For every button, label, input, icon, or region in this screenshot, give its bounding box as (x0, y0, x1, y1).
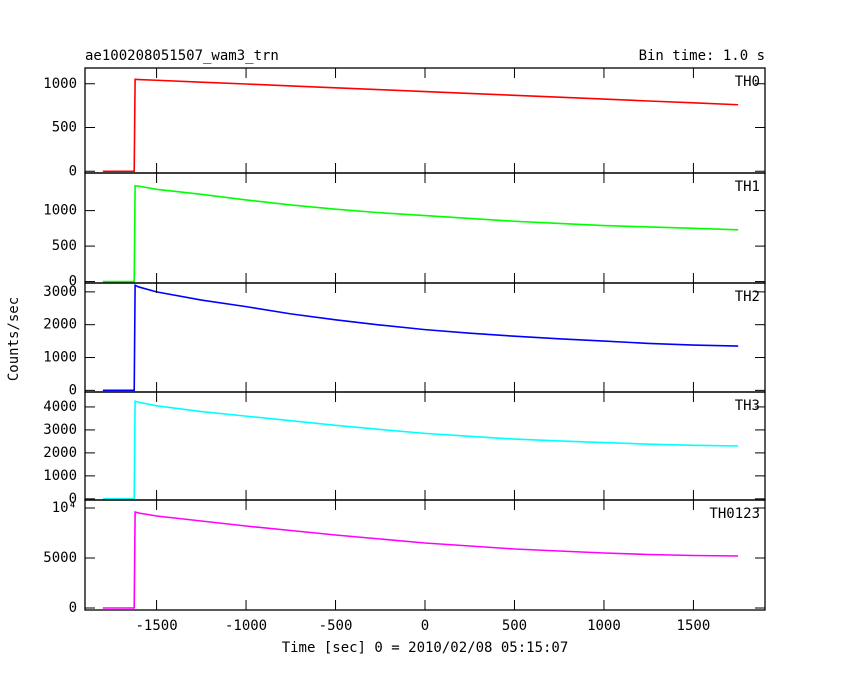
y-tick-label: 0 (69, 163, 77, 179)
y-tick-label: 1000 (43, 76, 77, 92)
panel-frame (84, 391, 766, 501)
data-line (102, 400, 739, 500)
data-line (102, 78, 739, 173)
x-axis-label: Time [sec] 0 = 2010/02/08 05:15:07 (282, 640, 569, 656)
series-label: TH0123 (709, 506, 760, 522)
data-line (102, 510, 739, 609)
x-tick-label: 500 (502, 618, 527, 634)
y-tick-label: 2000 (43, 445, 77, 461)
y-tick-label: 0 (69, 274, 77, 290)
panel-frame (84, 282, 766, 393)
x-tick-label: 0 (421, 618, 429, 634)
y-tick-label: 0 (69, 382, 77, 398)
y-tick-label: 500 (52, 238, 77, 254)
y-tick-label: 10⁴ (52, 500, 77, 516)
x-tick-label: -500 (319, 618, 353, 634)
series-label: TH2 (735, 289, 760, 305)
y-tick-label: 1000 (43, 468, 77, 484)
y-tick-label: 1000 (43, 203, 77, 219)
chart-subtitle: Bin time: 1.0 s (639, 48, 765, 64)
y-tick-label: 4000 (43, 399, 77, 415)
x-tick-label: -1500 (136, 618, 178, 634)
data-line (102, 284, 739, 392)
panel-frame (84, 67, 766, 174)
y-tick-label: 0 (69, 491, 77, 507)
y-tick-label: 1000 (43, 350, 77, 366)
y-tick-label: 3000 (43, 422, 77, 438)
series-label: TH3 (735, 398, 760, 414)
y-axis-label: Counts/sec (6, 297, 22, 381)
series-label: TH0 (735, 74, 760, 90)
series-label: TH1 (735, 179, 760, 195)
y-tick-label: 5000 (43, 550, 77, 566)
y-tick-label: 0 (69, 600, 77, 616)
data-line (102, 184, 739, 283)
chart-title: ae100208051507_wam3_trn (85, 48, 279, 64)
x-tick-label: 1500 (677, 618, 711, 634)
x-tick-label: 1000 (587, 618, 621, 634)
y-tick-label: 2000 (43, 317, 77, 333)
x-tick-label: -1000 (225, 618, 267, 634)
y-tick-label: 500 (52, 120, 77, 136)
y-tick-label: 3000 (43, 284, 77, 300)
